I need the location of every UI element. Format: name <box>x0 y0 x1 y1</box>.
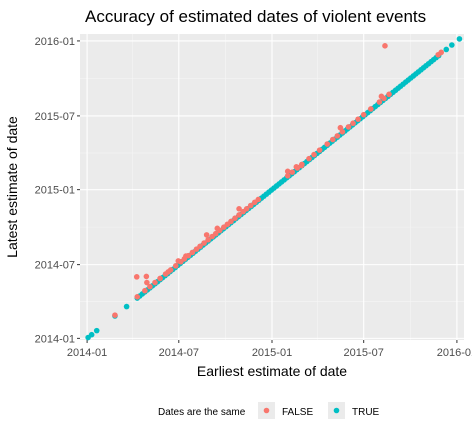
y-tick-label: 2016-01 <box>35 36 75 48</box>
data-points <box>85 36 463 341</box>
point-false <box>243 205 250 212</box>
point-false <box>142 287 148 294</box>
point-false <box>167 267 174 273</box>
point-false <box>228 218 234 225</box>
x-axis-ticks: 2014-01 2014-07 2015-01 2015-07 2016-01 <box>67 340 472 359</box>
point-false <box>214 225 221 232</box>
x-tick-label: 2015-01 <box>252 347 292 359</box>
point-false <box>329 136 336 143</box>
point-false <box>197 243 203 250</box>
point-false <box>376 99 383 105</box>
point-false <box>134 294 141 300</box>
legend-dot-false <box>263 407 270 414</box>
point-false <box>334 133 341 139</box>
point-false <box>152 279 158 286</box>
point-false <box>284 168 291 175</box>
legend-label-false: FALSE <box>282 407 313 418</box>
point-false <box>236 205 242 212</box>
point-false <box>337 124 344 131</box>
legend-label-true: TRUE <box>352 407 380 418</box>
point-false <box>360 111 367 118</box>
point-false <box>172 263 179 269</box>
point-false <box>284 172 291 179</box>
point-false <box>144 279 150 286</box>
point-false <box>143 273 150 280</box>
point-false <box>345 124 352 130</box>
y-tick-label: 2014-01 <box>35 333 75 345</box>
x-tick-label: 2015-07 <box>344 347 384 359</box>
point-false <box>133 274 140 280</box>
point-false <box>147 283 153 290</box>
point-false <box>203 232 210 238</box>
point-false <box>232 215 238 221</box>
point-false <box>306 155 312 162</box>
legend: Dates are the same FALSE TRUE <box>158 402 380 419</box>
point-true <box>449 42 455 48</box>
point-true <box>88 331 95 338</box>
x-tick-label: 2016-01 <box>437 347 472 359</box>
point-false <box>236 212 242 218</box>
y-tick-label: 2014-07 <box>35 260 75 272</box>
point-false <box>311 151 317 158</box>
point-false <box>350 120 356 127</box>
y-tick-label: 2015-07 <box>35 111 75 123</box>
point-true <box>443 46 450 53</box>
chart-title: Accuracy of estimated dates of violent e… <box>85 7 426 26</box>
point-false <box>316 147 323 153</box>
point-false <box>367 106 374 112</box>
point-false <box>205 236 211 243</box>
point-false <box>378 93 385 100</box>
point-false <box>175 258 182 264</box>
point-false <box>183 253 189 259</box>
point-false <box>289 169 296 175</box>
point-false <box>355 116 361 122</box>
x-tick-label: 2014-07 <box>159 347 199 359</box>
point-true <box>123 303 130 310</box>
legend-title: Dates are the same <box>158 407 246 418</box>
y-axis-ticks: 2014-01 2014-07 2015-01 2015-07 2016-01 <box>35 36 80 345</box>
point-false <box>298 162 305 169</box>
point-false <box>247 202 254 209</box>
x-tick-label: 2014-01 <box>67 347 107 359</box>
point-false <box>386 91 392 98</box>
y-tick-label: 2015-01 <box>35 185 75 197</box>
point-true <box>93 327 100 334</box>
point-false <box>201 240 207 246</box>
point-false <box>189 249 196 256</box>
point-false <box>112 312 118 318</box>
point-false <box>382 43 388 49</box>
y-axis-title: Latest estimate of date <box>4 116 20 258</box>
point-true <box>456 36 463 42</box>
point-false <box>324 141 331 147</box>
point-false <box>438 49 445 56</box>
point-false <box>293 164 300 170</box>
legend-dot-true <box>333 407 340 414</box>
point-false <box>157 275 163 282</box>
x-axis-title: Earliest estimate of date <box>197 363 347 379</box>
point-false <box>255 196 262 203</box>
point-false <box>212 230 219 237</box>
